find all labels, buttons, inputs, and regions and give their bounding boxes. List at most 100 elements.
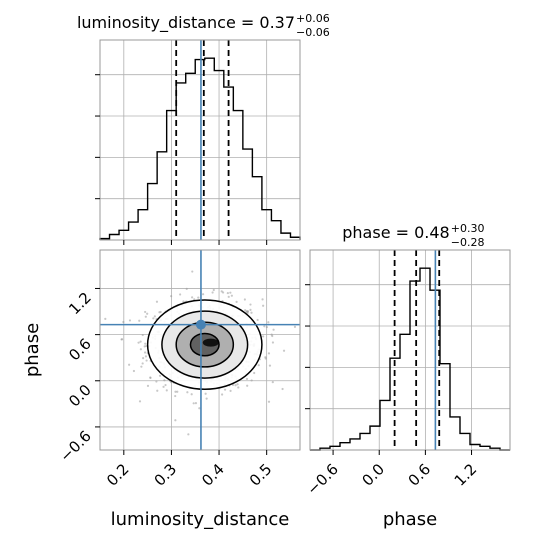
sample-point <box>163 379 166 382</box>
x-axis-label-luminosity-distance: luminosity_distance <box>111 509 290 530</box>
x-tick-label: 0.3 <box>151 460 181 490</box>
sample-point <box>262 335 265 338</box>
x-tick-label: 0.5 <box>246 460 276 490</box>
luminosity-distance-histogram-panel: luminosity_distance = 0.37 +0.06 −0.06 <box>77 12 330 245</box>
y-axis-label-phase: phase <box>22 323 43 377</box>
sample-point <box>229 389 232 392</box>
sample-point <box>145 359 148 362</box>
sample-point <box>198 407 201 410</box>
sample-point <box>263 325 266 328</box>
x-tick-label: −0.6 <box>303 460 341 498</box>
title-main: luminosity_distance = 0.37 <box>77 13 295 33</box>
x-tick-label: 1.2 <box>451 460 481 490</box>
sample-point <box>267 352 271 355</box>
luminosity-distance-plus-error: +0.06 <box>296 12 330 25</box>
contour-line <box>161 310 249 379</box>
sample-point <box>191 270 194 273</box>
sample-point <box>139 348 142 351</box>
y-tick-label: −0.6 <box>56 427 94 465</box>
luminosity-distance-minus-error: −0.06 <box>296 26 330 39</box>
panel-frame <box>309 249 511 451</box>
sample-point <box>250 311 253 314</box>
sample-point <box>146 384 150 387</box>
x-tick-label: 0.6 <box>405 460 435 490</box>
sample-point <box>272 328 275 331</box>
tick-marks <box>305 284 473 455</box>
sample-point <box>261 298 264 301</box>
luminosity-distance-quantile-lines <box>175 40 230 240</box>
sample-point <box>234 384 237 387</box>
sample-point <box>144 355 148 358</box>
sample-point <box>204 392 207 395</box>
sample-point <box>194 402 198 405</box>
panel-frame <box>99 39 301 241</box>
sample-point <box>122 320 125 324</box>
luminosity-distance-histogram-step <box>99 57 301 240</box>
sample-point <box>281 387 284 391</box>
sample-point <box>144 310 147 314</box>
phase-x-tick-labels: −0.6 0.0 0.6 1.2 <box>303 460 480 498</box>
sample-point <box>271 381 274 384</box>
sample-point <box>179 293 182 296</box>
tick-marks <box>95 74 268 245</box>
sample-point <box>165 389 168 392</box>
density-peak <box>202 338 219 347</box>
sample-point <box>257 364 260 367</box>
y-tick-label: 0.6 <box>65 335 95 365</box>
sample-point <box>267 321 270 324</box>
sample-point <box>144 342 147 345</box>
luminosity-distance-x-tick-labels: 0.2 0.3 0.4 0.5 <box>103 460 275 490</box>
sample-point <box>156 389 159 392</box>
sample-point <box>221 393 224 396</box>
sample-point <box>182 300 185 303</box>
sample-point <box>170 295 173 298</box>
sample-point <box>139 340 142 343</box>
sample-point <box>202 293 205 296</box>
sample-point <box>186 391 189 394</box>
sample-point <box>120 338 123 341</box>
sample-point <box>141 362 144 365</box>
sample-point <box>221 291 225 294</box>
sample-point <box>158 374 162 377</box>
sample-point <box>249 308 252 311</box>
sample-point <box>185 287 188 290</box>
y-tick-label: 1.2 <box>65 289 95 319</box>
sample-point <box>138 400 142 403</box>
sample-point <box>144 315 147 318</box>
sample-point <box>264 357 267 360</box>
sample-point <box>141 333 144 337</box>
contour-line <box>146 299 263 390</box>
sample-point <box>190 393 193 396</box>
sample-point <box>244 309 247 312</box>
sample-point <box>142 357 145 360</box>
sample-point <box>223 388 227 391</box>
sample-point <box>267 400 271 403</box>
sample-point <box>235 300 238 303</box>
sample-point <box>174 394 177 398</box>
sample-point <box>128 363 131 366</box>
tick-marks <box>95 287 268 455</box>
joint-density-panel: 0.2 0.3 0.4 0.5 −0.6 0.0 0.6 1.2 <box>56 249 301 490</box>
sample-point <box>256 318 259 322</box>
sample-point <box>143 351 147 354</box>
sample-point <box>237 386 240 389</box>
sample-point <box>229 291 232 294</box>
phase-plus-error: +0.30 <box>451 222 485 235</box>
sample-point <box>230 294 233 297</box>
x-tick-label: 0.4 <box>198 460 228 490</box>
x-tick-label: 0.2 <box>103 460 133 490</box>
phase-histogram-step <box>310 267 510 451</box>
phase-title: phase = 0.48 <box>342 223 449 242</box>
sample-point <box>243 298 246 301</box>
sample-point <box>265 325 269 329</box>
x-axis-label-phase: phase <box>383 509 437 530</box>
grid-lines <box>100 40 300 240</box>
sample-point <box>137 341 140 344</box>
sample-point <box>153 315 156 318</box>
sample-point <box>187 433 190 436</box>
sample-point <box>211 291 214 294</box>
sample-point <box>162 385 165 388</box>
sample-point <box>138 319 141 322</box>
sample-point <box>140 365 143 368</box>
x-tick-label: 0.0 <box>358 460 388 490</box>
